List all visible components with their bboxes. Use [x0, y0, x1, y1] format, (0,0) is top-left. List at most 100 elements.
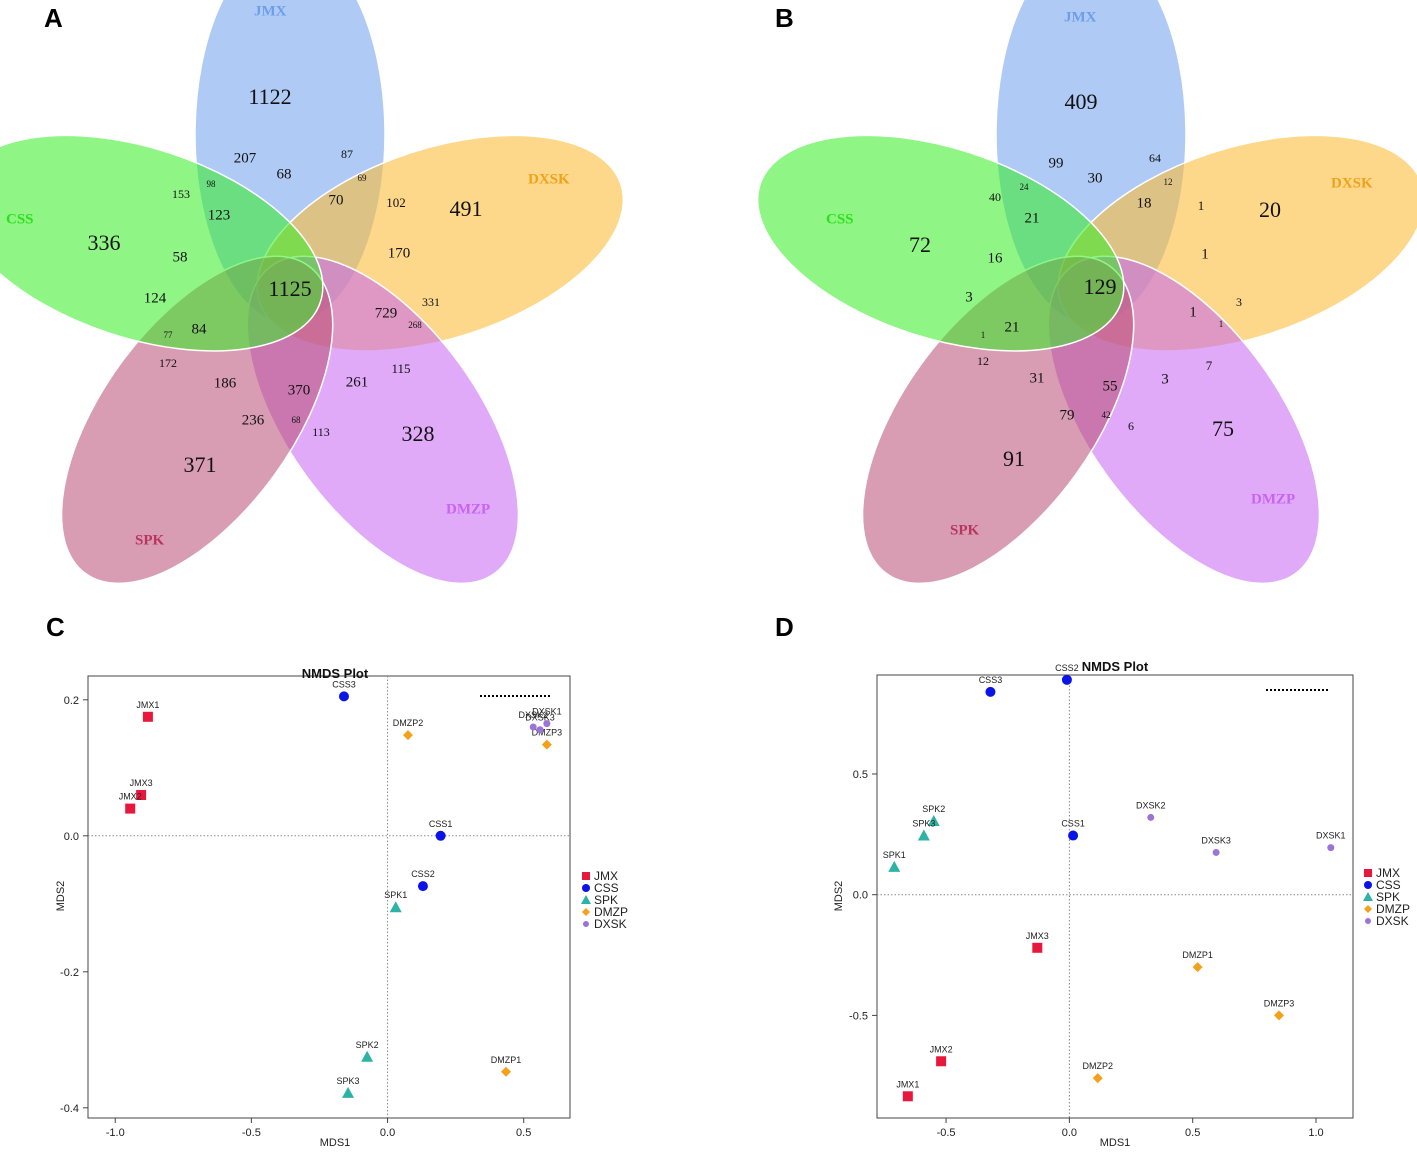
- legend-label-dmzp: DMZP: [594, 905, 628, 919]
- point-label-css3: CSS3: [979, 675, 1003, 685]
- venn-b-region: 12: [977, 354, 989, 368]
- venn-a-region: 268: [408, 320, 422, 330]
- point-label-spk3: SPK3: [337, 1076, 360, 1086]
- venn-a-label-jmx: JMX: [254, 3, 287, 19]
- point-css2: [1061, 674, 1072, 685]
- legend-marker-spk: [581, 895, 591, 904]
- venn-a-label-css: CSS: [6, 211, 34, 227]
- panel-letter-c: C: [46, 612, 65, 642]
- venn-b-region: 21: [1025, 210, 1040, 226]
- point-spk3: [917, 829, 930, 841]
- point-jmx2: [125, 803, 136, 814]
- y-tick-label: 0.0: [64, 831, 79, 843]
- point-label-jmx3: JMX3: [130, 778, 153, 788]
- point-label-jmx2: JMX2: [930, 1044, 953, 1054]
- venn-b-region: 3: [965, 289, 973, 305]
- point-label-dxsk3: DXSK3: [1201, 835, 1231, 845]
- venn-b-region: 3: [1161, 371, 1169, 387]
- point-dmzp3: [541, 739, 552, 750]
- venn-a-region: 186: [214, 375, 237, 391]
- point-label-spk1: SPK1: [384, 890, 407, 900]
- venn-a-core: 1125: [268, 276, 311, 301]
- venn-a-region: 77: [164, 330, 174, 340]
- point-label-spk3: SPK3: [912, 819, 935, 829]
- venn-petals-b: [756, 0, 1417, 585]
- venn-a-region: 98: [207, 179, 217, 189]
- venn-a-region: 87: [341, 147, 353, 161]
- x-tick-label: 0.5: [1185, 1127, 1200, 1139]
- venn-b-css-petal: [756, 134, 1125, 352]
- venn-b-region: 1: [1219, 319, 1224, 329]
- point-label-dmzp1: DMZP1: [1182, 950, 1213, 960]
- venn-b-region: 1: [1198, 198, 1205, 213]
- venn-diagram-b: JMX DXSK DMZP SPK CSS 409 20 75 91 72 12…: [756, 0, 1417, 585]
- venn-b-region: 6: [1128, 419, 1134, 433]
- point-spk2: [361, 1050, 374, 1062]
- venn-b-region: 3: [1236, 295, 1242, 309]
- venn-b-region: 42: [1102, 410, 1111, 420]
- plot-c-xlabel: MDS1: [320, 1137, 351, 1149]
- y-tick-label: -0.5: [849, 1010, 868, 1022]
- legend-label-spk: SPK: [594, 893, 618, 907]
- venn-b-label-css: CSS: [826, 211, 854, 227]
- point-jmx2: [936, 1056, 947, 1067]
- venn-a-region: 153: [172, 187, 190, 201]
- legend-label-dmzp: DMZP: [1376, 902, 1410, 916]
- point-css2: [417, 881, 428, 892]
- point-dxsk2: [529, 723, 537, 731]
- venn-a-region: 124: [144, 290, 167, 306]
- point-dxsk1: [543, 720, 551, 728]
- venn-b-unique-spk: 91: [1003, 446, 1025, 471]
- point-label-jmx1: JMX1: [896, 1079, 919, 1089]
- venn-a-region: 58: [173, 249, 188, 265]
- venn-b-region: 16: [988, 250, 1004, 266]
- venn-a-region: 102: [386, 195, 406, 210]
- legend-marker-dxsk: [1365, 918, 1371, 924]
- point-dmzp1: [1192, 962, 1203, 973]
- point-label-dxsk3: DXSK3: [525, 713, 555, 723]
- x-tick-label: -1.0: [106, 1127, 125, 1139]
- plot-d-ylabel: MDS2: [833, 881, 845, 912]
- venn-petals-a: [0, 0, 625, 585]
- venn-a-region: 236: [242, 412, 265, 428]
- plot-c-title: NMDS Plot: [302, 666, 369, 681]
- venn-a-region: 729: [375, 305, 398, 321]
- legend-label-jmx: JMX: [1376, 866, 1400, 880]
- point-spk1: [888, 860, 901, 872]
- point-label-dmzp2: DMZP2: [1082, 1061, 1113, 1071]
- legend-marker-dmzp: [582, 908, 590, 916]
- point-dxsk3: [1212, 848, 1220, 856]
- point-label-jmx3: JMX3: [1026, 931, 1049, 941]
- point-label-dmzp3: DMZP3: [532, 728, 563, 738]
- point-dxsk1: [1327, 844, 1335, 852]
- venn-b-unique-dxsk: 20: [1259, 197, 1281, 222]
- legend-marker-css: [582, 884, 590, 892]
- point-dmzp2: [1092, 1073, 1103, 1084]
- legend-label-dxsk: DXSK: [1376, 914, 1409, 928]
- y-tick-label: -0.2: [60, 967, 79, 979]
- point-dmzp2: [402, 730, 413, 741]
- venn-a-unique-spk: 371: [184, 452, 217, 477]
- nmds-plot-d: NMDS Plot MDS1 MDS2 -0.5 0.0 0.5 1.0 -0.5 0.0…: [833, 659, 1410, 1149]
- point-label-spk1: SPK1: [883, 850, 906, 860]
- venn-b-region: 18: [1137, 195, 1152, 211]
- panel-letter-a: A: [44, 3, 63, 33]
- legend-marker-dxsk: [583, 921, 589, 927]
- venn-a-region: 113: [312, 425, 330, 439]
- y-tick-label: 0.0: [853, 890, 868, 902]
- legend-marker-jmx: [582, 872, 590, 880]
- point-spk2: [927, 815, 940, 827]
- venn-b-region: 30: [1088, 170, 1103, 186]
- venn-a-label-spk: SPK: [135, 532, 165, 548]
- legend-marker-dmzp: [1364, 905, 1372, 913]
- venn-a-region: 170: [388, 245, 411, 261]
- venn-a-region: 207: [234, 150, 257, 166]
- venn-a-region: 84: [192, 321, 208, 337]
- venn-b-unique-dmzp: 75: [1212, 416, 1234, 441]
- venn-b-region: 12: [1164, 177, 1173, 187]
- x-tick-label: 1.0: [1308, 1127, 1323, 1139]
- point-spk1: [389, 901, 402, 913]
- point-label-jmx1: JMX1: [136, 700, 159, 710]
